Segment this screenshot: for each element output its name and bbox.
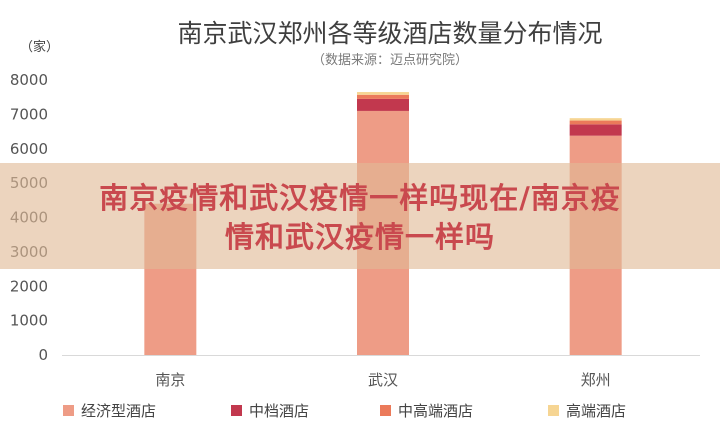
watermark-text: 南京疫情和武汉疫情一样吗现在/南京疫 情和武汉疫情一样吗	[40, 179, 680, 257]
y-tick-label: 7000	[10, 105, 48, 123]
watermark-banner	[0, 163, 720, 269]
y-axis-unit: （家）	[20, 40, 60, 55]
watermark-line-2: 情和武汉疫情一样吗	[224, 220, 495, 254]
bar-segment	[569, 120, 622, 125]
chart-subtitle: （数据来源：迈点研究院）	[311, 53, 468, 68]
legend-swatch-midscale	[231, 405, 242, 416]
legend-label-luxury: 高端酒店	[566, 402, 627, 420]
x-tick-label: 武汉	[368, 371, 398, 389]
y-tick-label: 2000	[10, 277, 48, 295]
watermark-line-1: 南京疫情和武汉疫情一样吗现在/南京疫	[99, 181, 621, 215]
bar-segment	[569, 124, 622, 136]
bar-segment	[357, 98, 409, 111]
legend: 经济型酒店 中档酒店 中高端酒店 高端酒店	[0, 400, 720, 420]
legend-item-luxury: 高端酒店	[548, 400, 626, 421]
legend-item-upper-midscale: 中高端酒店	[380, 400, 473, 421]
legend-label-economy: 经济型酒店	[81, 402, 157, 420]
legend-label-upper-midscale: 中高端酒店	[398, 402, 474, 420]
legend-swatch-upper-midscale	[380, 405, 391, 416]
y-tick-label: 6000	[10, 140, 48, 158]
bar-segment	[569, 118, 622, 121]
x-tick-label: 郑州	[581, 371, 611, 389]
legend-swatch-luxury	[548, 405, 559, 416]
y-tick-label: 1000	[10, 312, 48, 330]
legend-label-midscale: 中档酒店	[249, 402, 310, 420]
legend-item-economy: 经济型酒店	[63, 400, 156, 421]
bar-segment	[357, 92, 409, 95]
y-tick-label: 8000	[10, 71, 48, 89]
legend-swatch-economy	[63, 405, 74, 416]
bar-segment	[357, 94, 409, 99]
legend-item-midscale: 中档酒店	[231, 400, 309, 421]
x-tick-label: 南京	[155, 371, 185, 389]
chart-title: 南京武汉郑州各等级酒店数量分布情况	[177, 19, 603, 48]
y-tick-label: 0	[38, 346, 48, 364]
